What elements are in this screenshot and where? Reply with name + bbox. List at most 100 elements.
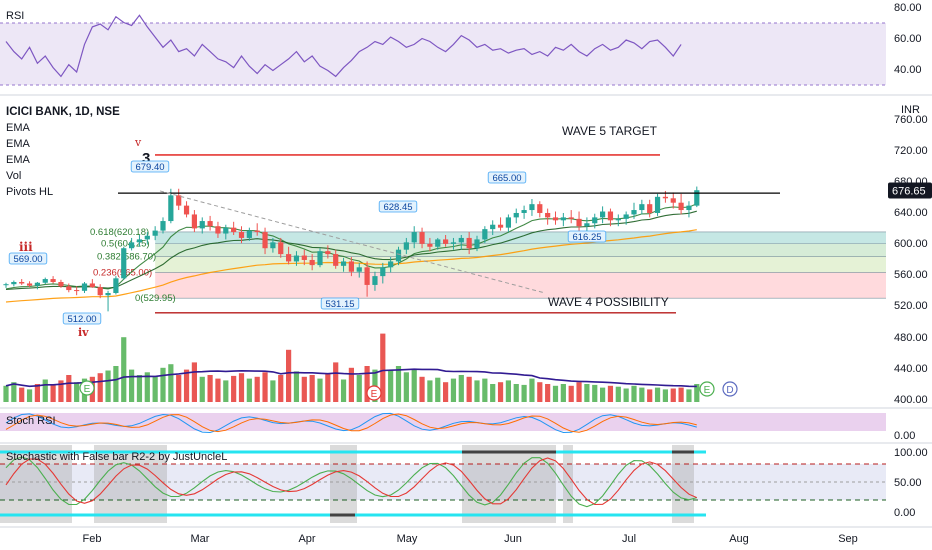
volume-bar: [419, 376, 425, 402]
volume-bar: [600, 387, 606, 402]
candle-body: [529, 204, 535, 211]
candle-body: [333, 254, 339, 266]
candle-body: [58, 281, 64, 287]
volume-bar: [309, 375, 315, 402]
legend-ema-2[interactable]: EMA: [6, 138, 31, 150]
symbol-title[interactable]: ICICI BANK, 1D, NSE: [6, 106, 120, 118]
volume-bar: [497, 382, 504, 402]
time-tick: Feb: [83, 533, 102, 545]
pivot-label-box: [62, 312, 102, 325]
pivot-label-box: [378, 200, 418, 213]
stoch-rsi-label: Stoch RSI: [6, 415, 56, 427]
candle-body: [662, 196, 668, 199]
fb-tick: 100.00: [894, 447, 928, 459]
candle-body: [560, 217, 566, 221]
volume-bar: [411, 369, 417, 402]
candle-body: [26, 283, 33, 286]
volume-bar: [584, 384, 590, 402]
candle-body: [505, 217, 511, 228]
event-marker-label: E: [704, 385, 711, 396]
candle-body: [301, 255, 307, 260]
false-bar-label: Stochastic with False bar R2-2 by JustUn…: [6, 451, 227, 463]
volume-bar: [254, 376, 260, 402]
candle-body: [568, 217, 574, 219]
last-price-label: 676.65: [892, 185, 926, 197]
candle-body: [50, 279, 56, 282]
volume-bar: [58, 380, 64, 402]
volume-bar: [293, 371, 300, 402]
candle-body: [121, 248, 127, 279]
candle-body: [694, 190, 700, 206]
price-tick: 560.00: [894, 269, 928, 281]
candle-body: [388, 261, 394, 268]
false-bar-shades: [0, 445, 694, 523]
volume-bar: [160, 367, 166, 402]
legend-ema-3[interactable]: EMA: [6, 154, 31, 166]
false-bar-d-line: [5, 457, 698, 506]
candle-body: [97, 287, 103, 296]
volume-bar: [50, 384, 56, 402]
volume-bar: [152, 376, 158, 402]
legend-pivots[interactable]: Pivots HL: [6, 186, 53, 198]
candle-body: [490, 224, 496, 230]
volume-bar: [97, 373, 103, 402]
time-axis[interactable]: Feb Mar Apr May Jun Jul Aug Sep: [83, 533, 858, 545]
pivot-label: 569.00: [13, 254, 42, 265]
volume-bar: [223, 380, 229, 402]
candle-body: [215, 226, 221, 234]
candle-body: [521, 210, 527, 213]
volume-bar: [490, 384, 496, 402]
volume-bar: [615, 386, 621, 402]
volume-bar: [607, 385, 614, 402]
volume-bar: [513, 384, 519, 402]
candle-body: [348, 261, 354, 272]
volume-bar: [505, 380, 511, 402]
candle-body: [3, 284, 9, 286]
pivot-label-box: [8, 252, 48, 265]
price-tick: 720.00: [894, 145, 928, 157]
candle-body: [450, 242, 457, 244]
stoch-rsi-panel: Stoch RSI 0.00: [0, 412, 915, 442]
price-axis[interactable]: 760.00720.00680.00640.00600.00560.00520.…: [888, 114, 932, 406]
volume-bar: [3, 385, 9, 402]
time-tick: Jul: [622, 533, 636, 545]
candle-body: [474, 239, 480, 249]
volume-bar: [592, 384, 598, 402]
pivot-label: 665.00: [492, 173, 521, 184]
volume-bar: [191, 362, 197, 402]
event-marker-label: E: [371, 389, 378, 400]
volume-bar: [113, 366, 119, 402]
candle-body: [105, 293, 111, 296]
time-tick: Jun: [504, 533, 522, 545]
time-tick: May: [397, 533, 418, 545]
wave-label: 3: [142, 150, 150, 167]
annotations: WAVE 5 TARGET WAVE 4 POSSIBILITY iii iv v3 56…: [8, 124, 780, 401]
candle-body: [317, 251, 323, 266]
volume-bar: [317, 378, 323, 402]
rsi-tick: 80.00: [894, 2, 922, 14]
false-bar-k-line: [5, 456, 697, 508]
volume-bar: [576, 382, 582, 402]
candle-body: [497, 224, 504, 228]
volume-ma-line: [5, 368, 697, 388]
legend-vol[interactable]: Vol: [6, 170, 21, 182]
volume-bar: [380, 333, 386, 402]
candle-body: [262, 232, 268, 249]
candle-body: [152, 230, 158, 236]
candle-body: [207, 221, 213, 227]
candle-body: [631, 210, 637, 215]
fib-label: 0.618(620.18): [90, 227, 149, 238]
stoch-rsi-band: [0, 413, 886, 431]
event-marker-label: D: [726, 385, 733, 396]
volume-bar: [364, 366, 370, 402]
legend-ema-1[interactable]: EMA: [6, 122, 31, 134]
currency-label[interactable]: INR: [901, 104, 920, 116]
candle-body: [356, 267, 362, 272]
candle-body: [34, 282, 40, 286]
volume-bar: [215, 378, 221, 402]
price-tick: 640.00: [894, 207, 928, 219]
pivot-label-box: [487, 171, 527, 184]
volume-bar: [34, 384, 40, 402]
volume-bar: [176, 375, 182, 402]
